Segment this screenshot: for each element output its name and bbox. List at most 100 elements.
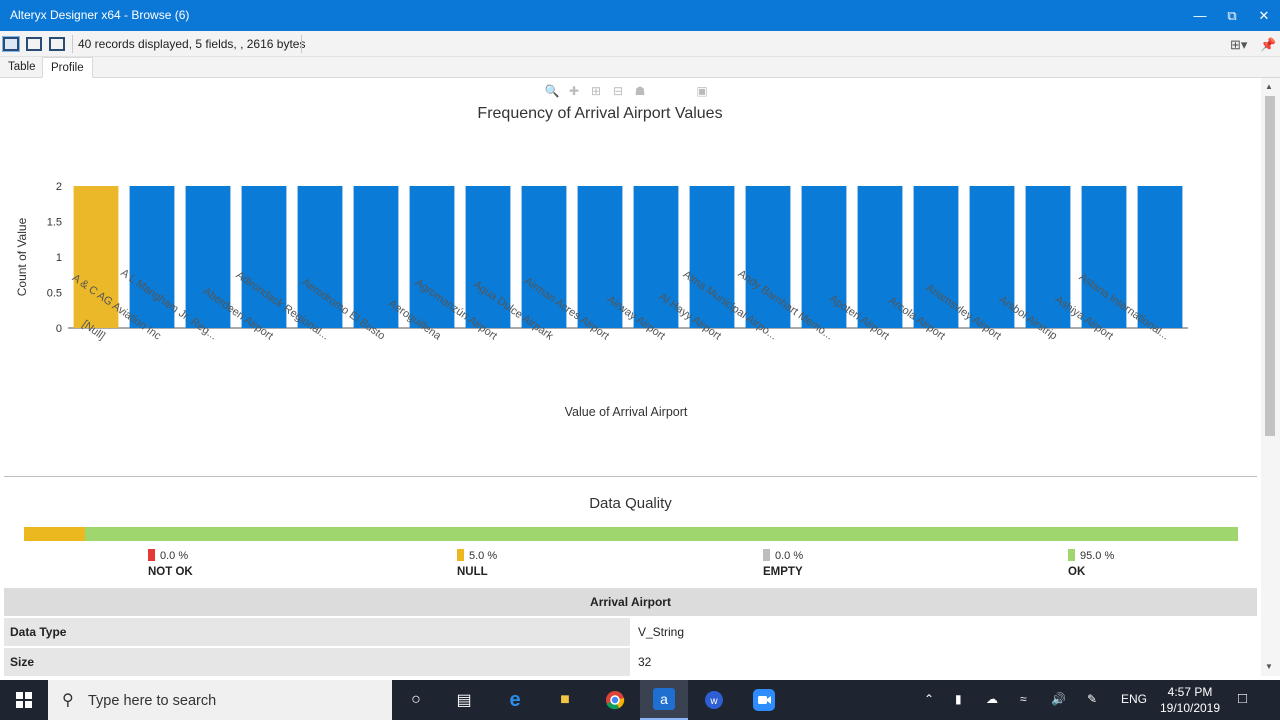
not-ok-label: NOT OK (148, 566, 193, 578)
zoom-app-icon[interactable] (740, 680, 788, 720)
stats-key: Data Type (4, 618, 630, 646)
browse-toolbar: 40 records displayed, 5 fields, , 2616 b… (0, 31, 1280, 57)
y-tick-label: 1 (56, 252, 62, 264)
pen-icon[interactable]: ✎ (1087, 692, 1098, 706)
profile-panel: 🔍 ✚ ⊞ ⊟ ☗ ▣ 0 0.5 1 1.5 2 Count of Value [Null… (0, 78, 1261, 676)
bar (465, 186, 511, 328)
not-ok-swatch (148, 549, 155, 561)
bar (241, 186, 287, 328)
battery-icon[interactable]: ▮ (955, 692, 962, 706)
split-horizontal-icon[interactable] (49, 37, 65, 51)
wifi-icon[interactable]: ≈ (1020, 692, 1027, 706)
ok-pct: 95.0 % (1080, 550, 1115, 562)
clock-time: 4:57 PM (1167, 685, 1213, 699)
task-view-icon[interactable]: ▤ (456, 692, 472, 709)
windows-taskbar: ⚲ Type here to search ○ ▤ e ■ a w ⌃ ▮ ☁ … (0, 680, 1280, 720)
ok-segment (84, 527, 1238, 541)
null-label: NULL (457, 566, 488, 578)
clock[interactable]: 4:57 PM 19/10/2019 (1150, 684, 1230, 716)
not-ok-pct: 0.0 % (160, 550, 189, 562)
split-vertical-icon[interactable] (26, 37, 42, 51)
chrome-icon[interactable] (591, 680, 639, 720)
tab-profile[interactable]: Profile (42, 57, 93, 78)
records-status: 40 records displayed, 5 fields, , 2616 b… (78, 37, 306, 51)
scroll-down-icon[interactable]: ▼ (1265, 662, 1273, 671)
bar (857, 186, 903, 328)
pin-icon[interactable]: 📌 (1260, 37, 1277, 52)
start-button[interactable] (0, 680, 48, 720)
stats-value: V_String (632, 618, 1257, 646)
null-pct: 5.0 % (469, 550, 498, 562)
minimize-button[interactable]: — (1193, 8, 1207, 23)
vertical-scrollbar[interactable]: ▲ ▼ (1261, 78, 1280, 676)
tray-chevron-icon[interactable]: ⌃ (924, 692, 935, 706)
window-title: Alteryx Designer x64 - Browse (6) (10, 8, 190, 22)
stats-header: Arrival Airport (4, 588, 1257, 616)
zoom-in-icon[interactable]: ⊞ (590, 84, 602, 98)
home-icon[interactable]: ☗ (634, 84, 646, 98)
dq-empty: 0.0 % EMPTY (763, 546, 883, 578)
alteryx-app-icon[interactable]: a (640, 680, 688, 720)
restore-button[interactable]: ⧉ (1227, 7, 1237, 23)
stats-row: Data Type V_String (4, 618, 1257, 646)
bar (353, 186, 399, 328)
tab-table[interactable]: Table (8, 61, 36, 73)
scroll-up-icon[interactable]: ▲ (1265, 82, 1273, 91)
zoom-out-icon[interactable]: ⊟ (612, 84, 624, 98)
stats-key: Size (4, 648, 630, 676)
taskbar-search[interactable]: ⚲ Type here to search (48, 680, 392, 720)
zoom-logo (753, 689, 775, 711)
stats-value: 32 (632, 648, 1257, 676)
bar (185, 186, 231, 328)
empty-swatch (763, 549, 770, 561)
export-icon[interactable]: ▣ (696, 84, 708, 98)
title-bar: Alteryx Designer x64 - Browse (6) — ⧉ ✕ (0, 0, 1280, 31)
y-tick-label: 1.5 (47, 217, 62, 229)
bar (577, 186, 623, 328)
onedrive-icon[interactable]: ☁ (986, 692, 998, 706)
bar (409, 186, 455, 328)
bar (1025, 186, 1071, 328)
toolbar-separator (72, 35, 73, 53)
null-segment (24, 527, 85, 541)
volume-icon[interactable]: 🔊 (1051, 692, 1066, 706)
dq-ok: 95.0 % OK (1068, 546, 1188, 578)
search-placeholder: Type here to search (88, 693, 217, 709)
zoom-icon[interactable]: 🔍 (544, 84, 560, 98)
edge-icon[interactable]: e (509, 688, 521, 711)
bar (633, 186, 679, 328)
bar (297, 186, 343, 328)
ok-swatch (1068, 549, 1075, 561)
dq-not-ok: 0.0 % NOT OK (148, 546, 268, 578)
clock-date: 19/10/2019 (1159, 701, 1221, 715)
bar (969, 186, 1015, 328)
dq-null: 5.0 % NULL (457, 546, 577, 578)
single-view-icon[interactable] (2, 36, 20, 52)
scroll-thumb[interactable] (1265, 96, 1275, 436)
bar (745, 186, 791, 328)
empty-pct: 0.0 % (775, 550, 804, 562)
y-tick-label: 0 (56, 323, 62, 335)
svg-text:a: a (660, 691, 668, 707)
windows-logo-icon (16, 692, 32, 708)
data-quality-title: Data Quality (589, 495, 672, 512)
search-icon: ⚲ (62, 692, 74, 709)
notifications-icon[interactable]: □ (1238, 690, 1248, 707)
vpn-logo: w (705, 691, 723, 709)
alteryx-logo: a (653, 688, 675, 710)
language-indicator[interactable]: ENG (1121, 692, 1148, 706)
layout-dropdown-icon[interactable]: ⊞▾ (1230, 37, 1248, 52)
cortana-icon[interactable]: ○ (411, 691, 421, 708)
bar (801, 186, 847, 328)
file-explorer-icon[interactable]: ■ (560, 691, 570, 708)
y-axis-label: Count of Value (15, 217, 29, 296)
pan-icon[interactable]: ✚ (568, 84, 580, 98)
bar (689, 186, 735, 328)
bar (1081, 186, 1127, 328)
view-tabs: Table Profile (0, 57, 1280, 78)
vpn-app-icon[interactable]: w (690, 680, 738, 720)
x-axis-label: Value of Arrival Airport (565, 405, 688, 419)
close-button[interactable]: ✕ (1258, 7, 1270, 23)
field-stats-table: Arrival Airport Data Type V_String Size … (4, 588, 1257, 676)
